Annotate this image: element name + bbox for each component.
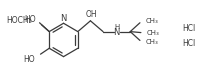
Text: CH₃: CH₃ xyxy=(145,39,158,45)
Text: CH₃: CH₃ xyxy=(145,18,158,24)
Text: OH: OH xyxy=(85,10,97,19)
Text: HCl: HCl xyxy=(181,39,194,48)
Text: HO: HO xyxy=(24,15,36,24)
Text: H: H xyxy=(114,24,119,30)
Text: N: N xyxy=(113,28,119,37)
Text: HOCH₂: HOCH₂ xyxy=(6,16,32,25)
Text: HO: HO xyxy=(23,55,35,64)
Text: CH₃: CH₃ xyxy=(146,30,159,36)
Text: HCl: HCl xyxy=(181,24,194,33)
Text: N: N xyxy=(60,14,66,23)
